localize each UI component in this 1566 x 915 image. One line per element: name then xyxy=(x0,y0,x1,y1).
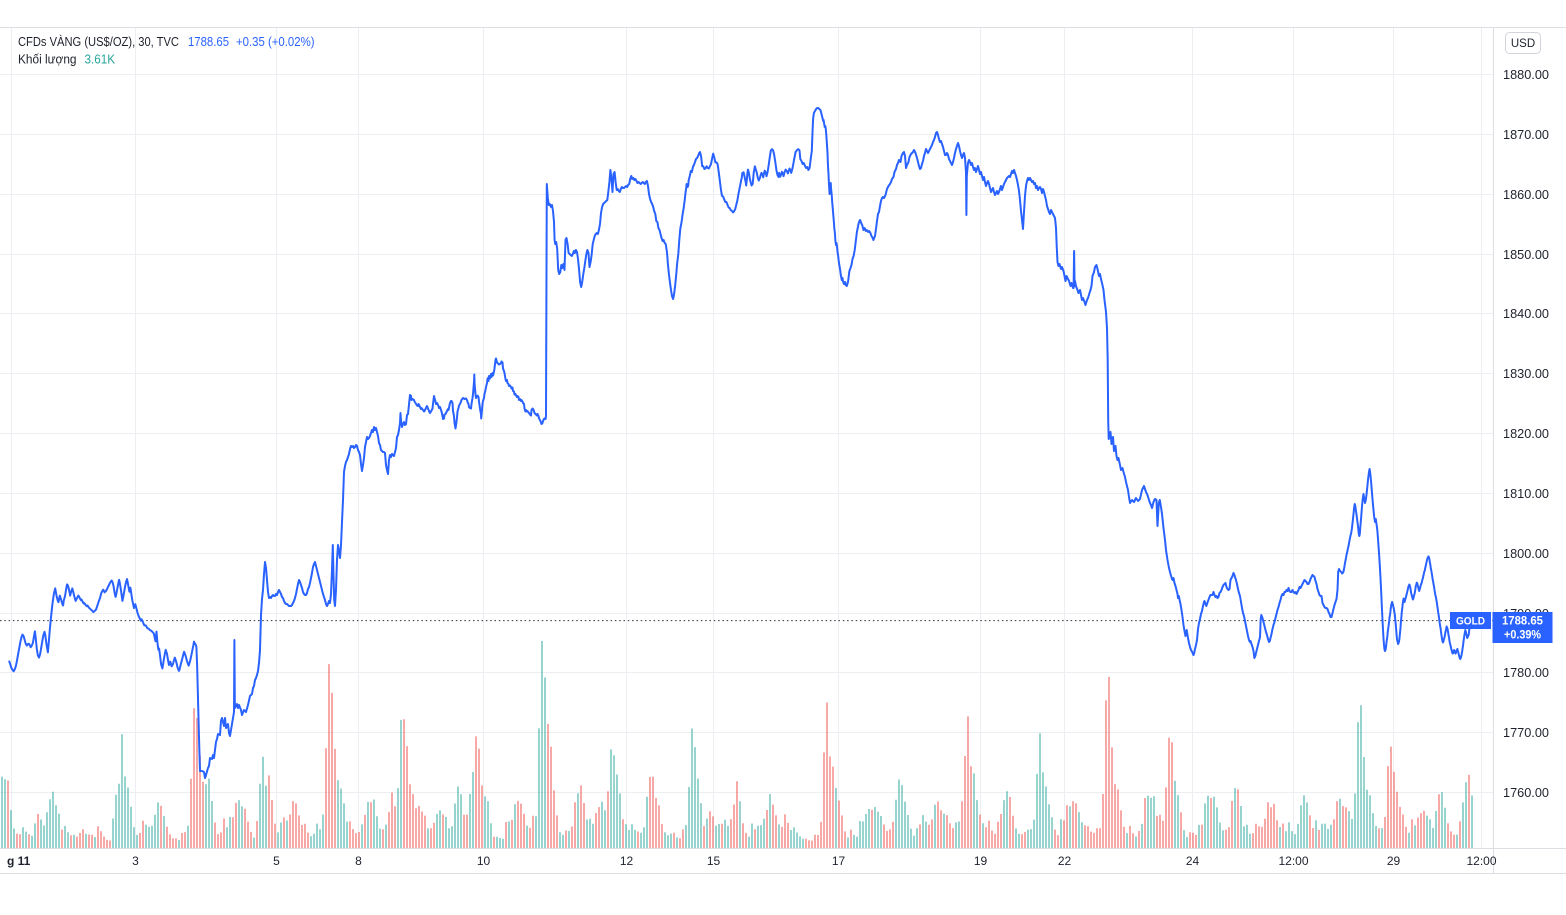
svg-text:g 11: g 11 xyxy=(7,854,31,868)
svg-text:5: 5 xyxy=(273,854,280,868)
svg-text:1860.00: 1860.00 xyxy=(1503,188,1549,202)
svg-text:1840.00: 1840.00 xyxy=(1503,307,1549,321)
svg-text:1788.65: 1788.65 xyxy=(188,35,229,49)
svg-text:29: 29 xyxy=(1387,854,1401,868)
svg-text:1850.00: 1850.00 xyxy=(1503,248,1549,262)
svg-text:24: 24 xyxy=(1186,854,1200,868)
svg-text:1830.00: 1830.00 xyxy=(1503,367,1549,381)
svg-text:1780.00: 1780.00 xyxy=(1503,666,1549,680)
svg-text:17: 17 xyxy=(832,854,846,868)
svg-text:Khối lượng: Khối lượng xyxy=(18,53,77,67)
svg-text:GOLD: GOLD xyxy=(1456,616,1485,628)
svg-text:15: 15 xyxy=(707,854,721,868)
svg-text:1810.00: 1810.00 xyxy=(1503,487,1549,501)
svg-text:8: 8 xyxy=(355,854,362,868)
svg-text:12: 12 xyxy=(620,854,634,868)
svg-text:CFDs VÀNG (US$/OZ), 30, TVC: CFDs VÀNG (US$/OZ), 30, TVC xyxy=(18,34,179,49)
svg-text:1760.00: 1760.00 xyxy=(1503,786,1549,800)
svg-text:+0.39%: +0.39% xyxy=(1504,630,1541,642)
svg-text:1800.00: 1800.00 xyxy=(1503,547,1549,561)
svg-text:1820.00: 1820.00 xyxy=(1503,427,1549,441)
svg-text:+0.35 (+0.02%): +0.35 (+0.02%) xyxy=(236,35,315,49)
svg-text:1788.65: 1788.65 xyxy=(1502,616,1544,628)
svg-text:12:00: 12:00 xyxy=(1278,854,1308,868)
svg-text:USD: USD xyxy=(1511,38,1535,50)
svg-text:1880.00: 1880.00 xyxy=(1503,68,1549,82)
svg-text:10: 10 xyxy=(477,854,491,868)
svg-text:19: 19 xyxy=(974,854,988,868)
svg-text:22: 22 xyxy=(1058,854,1072,868)
svg-text:1770.00: 1770.00 xyxy=(1503,726,1549,740)
svg-text:1870.00: 1870.00 xyxy=(1503,128,1549,142)
svg-text:12:00: 12:00 xyxy=(1466,854,1496,868)
svg-text:3.61K: 3.61K xyxy=(85,53,116,67)
svg-text:3: 3 xyxy=(132,854,139,868)
